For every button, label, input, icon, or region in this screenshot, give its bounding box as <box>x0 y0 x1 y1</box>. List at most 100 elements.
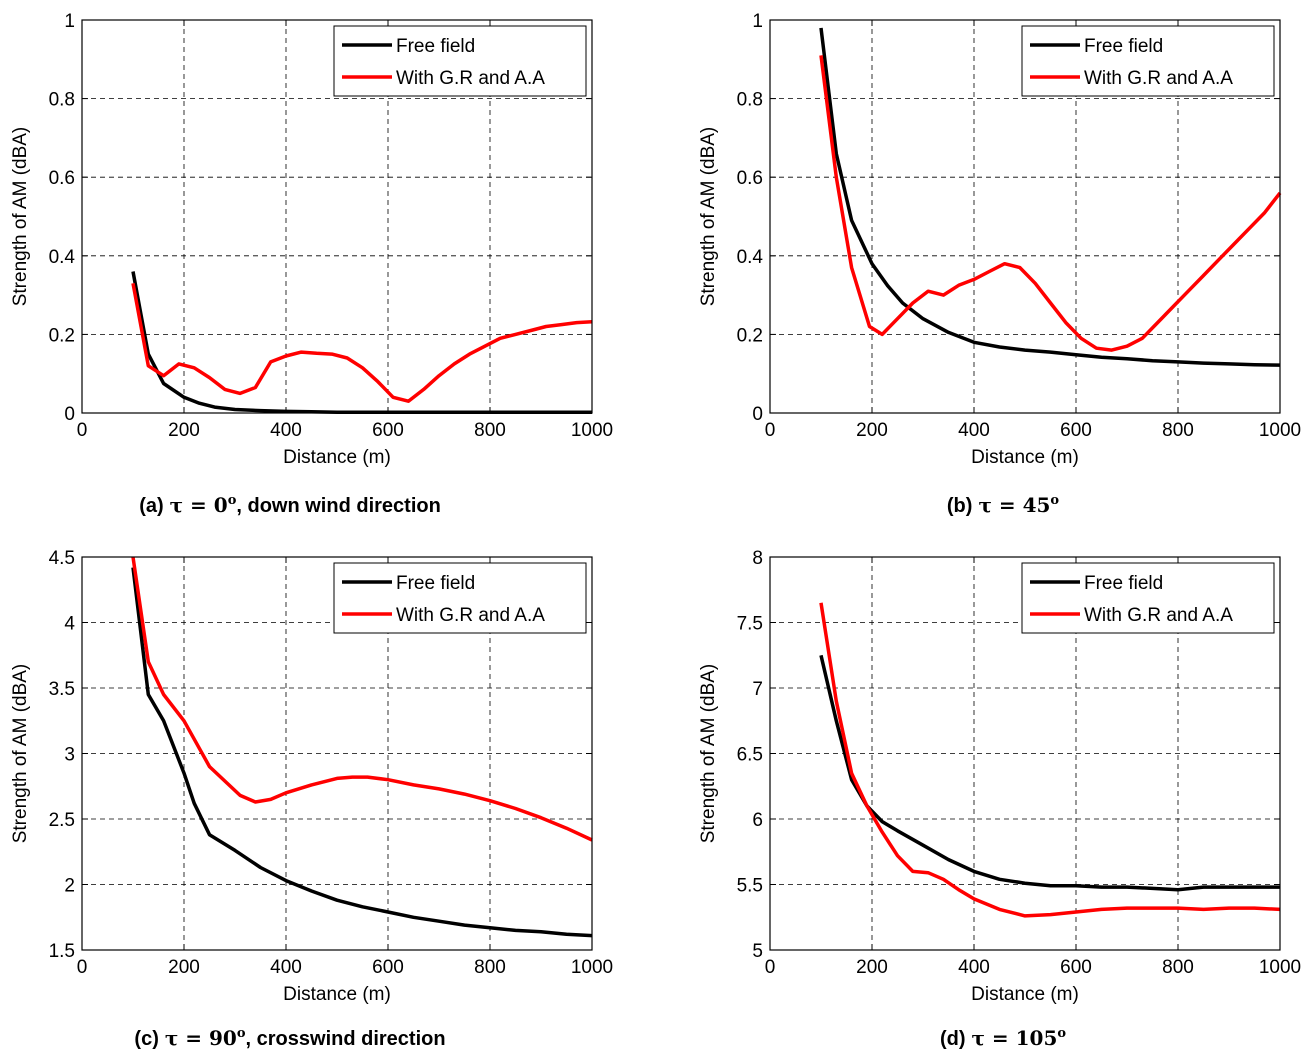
caption-tau: τ = 90 <box>165 1026 237 1050</box>
x-tick-label: 600 <box>1060 957 1092 978</box>
legend-label: With G.R and A.A <box>396 605 545 626</box>
y-tick-label: 8 <box>752 548 763 569</box>
legend-box <box>333 25 587 97</box>
x-tick-label: 800 <box>1162 420 1194 441</box>
x-tick-label: 400 <box>270 420 302 441</box>
y-tick-label: 0.8 <box>737 90 763 111</box>
x-axis-label: Distance (m) <box>971 447 1079 468</box>
chart-panel-c: 0 200 400 600 800 1000 1.5 2 2.5 3 3.5 4 4.5 Distance… <box>10 548 613 1050</box>
caption-tau: τ = 45 <box>978 493 1050 517</box>
y-tick-label: 6 <box>752 810 763 831</box>
x-tick-label: 600 <box>372 957 404 978</box>
caption-deg: o <box>1057 1026 1066 1041</box>
x-tick-label: 400 <box>958 420 990 441</box>
y-tick-label: 7 <box>752 679 763 700</box>
axes-box <box>769 19 1281 414</box>
x-tick-label: 1000 <box>571 957 613 978</box>
series-line-free-field <box>819 27 1281 367</box>
y-tick-label: 5 <box>752 941 763 962</box>
x-tick-label: 0 <box>77 420 88 441</box>
x-tick-label: 800 <box>474 957 506 978</box>
legend-label: With G.R and A.A <box>396 68 545 89</box>
legend-box <box>1021 562 1275 634</box>
y-tick-label: 7.5 <box>737 614 763 635</box>
caption-prefix: (c) <box>134 1028 158 1050</box>
panel-caption: (a) τ = 0o, down wind direction <box>139 493 441 517</box>
chart-panel-b: 0 200 400 600 800 1000 0 0.2 0.4 0.6 0.8 1 Distance … <box>698 11 1301 517</box>
panel-caption: (b) τ = 45o <box>947 493 1060 517</box>
caption-deg: o <box>237 1026 246 1041</box>
y-tick-label: 0.4 <box>737 247 764 268</box>
x-tick-label: 1000 <box>1259 957 1301 978</box>
y-tick-label: 3.5 <box>49 679 75 700</box>
chart-panel-a: 0 200 400 600 800 1000 0 0.2 0.4 0.6 0.8 1 Distance … <box>10 11 613 517</box>
y-tick-label: 1 <box>752 11 763 32</box>
legend-label: Free field <box>1084 573 1163 594</box>
x-tick-label: 0 <box>765 957 776 978</box>
y-tick-label: 2.5 <box>49 810 75 831</box>
series-line-with-gr-aa <box>131 556 593 842</box>
y-tick-label: 0.8 <box>49 90 75 111</box>
y-axis-label: Strength of AM (dBA) <box>698 127 719 307</box>
caption-tau: τ = 0 <box>170 493 228 517</box>
y-tick-label: 0 <box>752 404 763 425</box>
legend: Free field With G.R and A.A <box>1021 25 1275 97</box>
panel-caption: (c) τ = 90o, crosswind direction <box>134 1026 445 1050</box>
x-tick-label: 200 <box>856 420 888 441</box>
y-tick-label: 4 <box>64 614 75 635</box>
legend-label: Free field <box>396 36 475 57</box>
series-line-free-field <box>131 271 592 414</box>
series-line-with-gr-aa <box>819 602 1281 918</box>
y-tick-label: 0.2 <box>49 325 75 346</box>
series-line-free-field <box>819 654 1280 892</box>
legend-box <box>1021 25 1275 97</box>
x-tick-label: 0 <box>765 420 776 441</box>
legend-label: Free field <box>1084 36 1163 57</box>
caption-suffix: , crosswind direction <box>246 1028 446 1050</box>
axes-box <box>81 19 593 414</box>
caption-prefix: (b) <box>947 495 973 517</box>
series-line-with-gr-aa <box>819 55 1282 352</box>
series-line-with-gr-aa <box>131 282 593 403</box>
y-tick-label: 0.6 <box>737 168 763 189</box>
y-tick-label: 0 <box>64 404 75 425</box>
caption-prefix: (d) <box>940 1028 966 1050</box>
x-axis-label: Distance (m) <box>283 984 391 1005</box>
legend-label: With G.R and A.A <box>1084 605 1233 626</box>
y-tick-label: 1.5 <box>49 941 75 962</box>
legend: Free field With G.R and A.A <box>333 562 587 634</box>
x-tick-label: 400 <box>958 957 990 978</box>
y-tick-label: 0.4 <box>49 247 76 268</box>
x-tick-label: 600 <box>1060 420 1092 441</box>
x-tick-label: 200 <box>168 957 200 978</box>
x-tick-label: 800 <box>1162 957 1194 978</box>
caption-prefix: (a) <box>139 495 163 517</box>
x-tick-label: 600 <box>372 420 404 441</box>
y-tick-label: 5.5 <box>737 876 763 897</box>
caption-deg: o <box>228 493 237 508</box>
x-tick-label: 200 <box>856 957 888 978</box>
legend-label: Free field <box>396 573 475 594</box>
legend: Free field With G.R and A.A <box>333 25 587 97</box>
y-tick-label: 3 <box>64 745 75 766</box>
y-tick-label: 0.6 <box>49 168 75 189</box>
y-axis-label: Strength of AM (dBA) <box>10 664 31 844</box>
legend-label: With G.R and A.A <box>1084 68 1233 89</box>
x-tick-label: 200 <box>168 420 200 441</box>
y-axis-label: Strength of AM (dBA) <box>10 127 31 307</box>
x-tick-label: 400 <box>270 957 302 978</box>
y-tick-label: 1 <box>64 11 75 32</box>
x-tick-label: 1000 <box>1259 420 1301 441</box>
x-tick-label: 0 <box>77 957 88 978</box>
caption-deg: o <box>1050 493 1059 508</box>
x-axis-label: Distance (m) <box>283 447 391 468</box>
series-line-free-field <box>131 567 593 938</box>
panel-caption: (d) τ = 105o <box>940 1026 1066 1050</box>
y-axis-label: Strength of AM (dBA) <box>698 664 719 844</box>
y-tick-label: 6.5 <box>737 745 763 766</box>
x-axis-label: Distance (m) <box>971 984 1079 1005</box>
legend: Free field With G.R and A.A <box>1021 562 1275 634</box>
caption-tau: τ = 105 <box>971 1026 1057 1050</box>
y-tick-label: 4.5 <box>49 548 75 569</box>
